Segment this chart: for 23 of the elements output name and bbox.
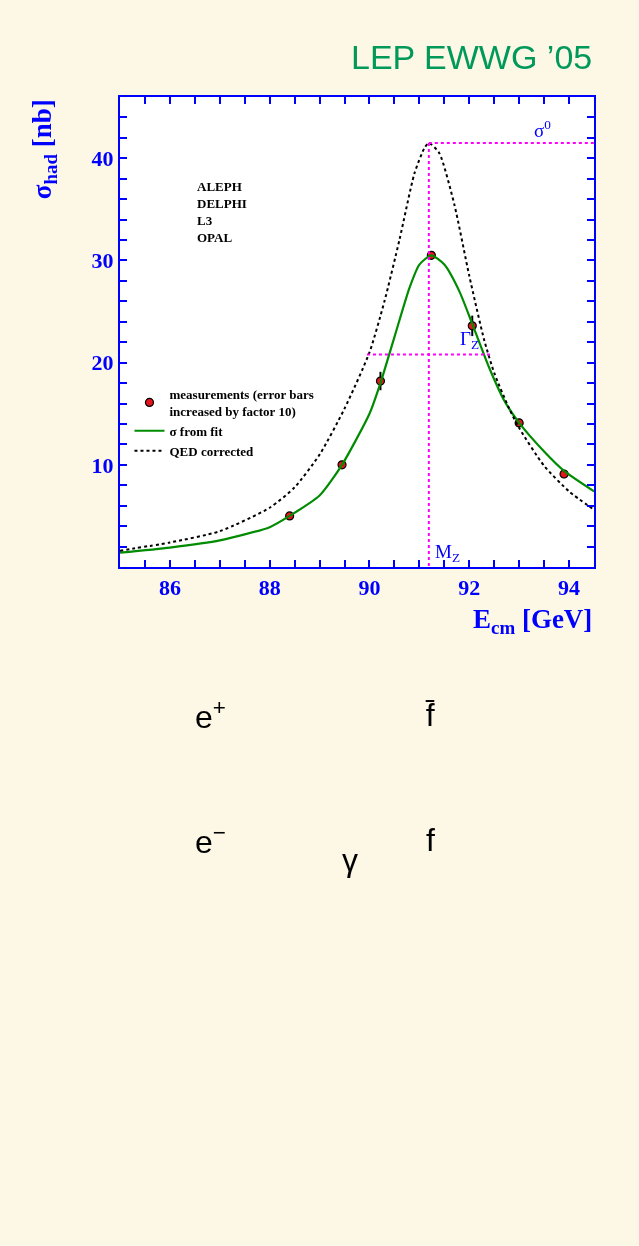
legend-label: QED corrected — [169, 443, 255, 459]
text: e$^{−}$ — [195, 820, 226, 861]
x-tick-label: 92 — [458, 575, 481, 601]
y-tick-label: 20 — [91, 350, 114, 376]
annotation: Γ$_{Z}$ — [460, 328, 480, 352]
annotation: M$_{Z}$ — [435, 541, 461, 565]
x-tick-label: 90 — [358, 575, 381, 601]
text: e$^{+}$ — [195, 695, 226, 736]
annotation: σ$^{0}$ — [534, 117, 552, 141]
y-tick-label: 40 — [91, 146, 114, 171]
text: γ — [342, 842, 358, 878]
x-tick-label: 86 — [158, 575, 181, 601]
chart-title: LEP EWWG ’05 — [351, 38, 593, 76]
x-tick-label: 94 — [558, 575, 581, 601]
text: f — [426, 822, 435, 858]
y-tick-label: 30 — [91, 248, 114, 274]
y-tick-label: 10 — [91, 452, 114, 478]
x-axis-title: E$_{cm}$ [GeV] — [473, 604, 593, 638]
legend-label: σ from fit — [169, 423, 224, 439]
legend-label: measurements (error bars increased by factor 10) — [169, 387, 314, 419]
text: f̄ — [425, 697, 435, 733]
x-tick-label: 88 — [258, 575, 281, 601]
annotation: ALEPH DELPHI L3 OPAL — [197, 179, 247, 245]
